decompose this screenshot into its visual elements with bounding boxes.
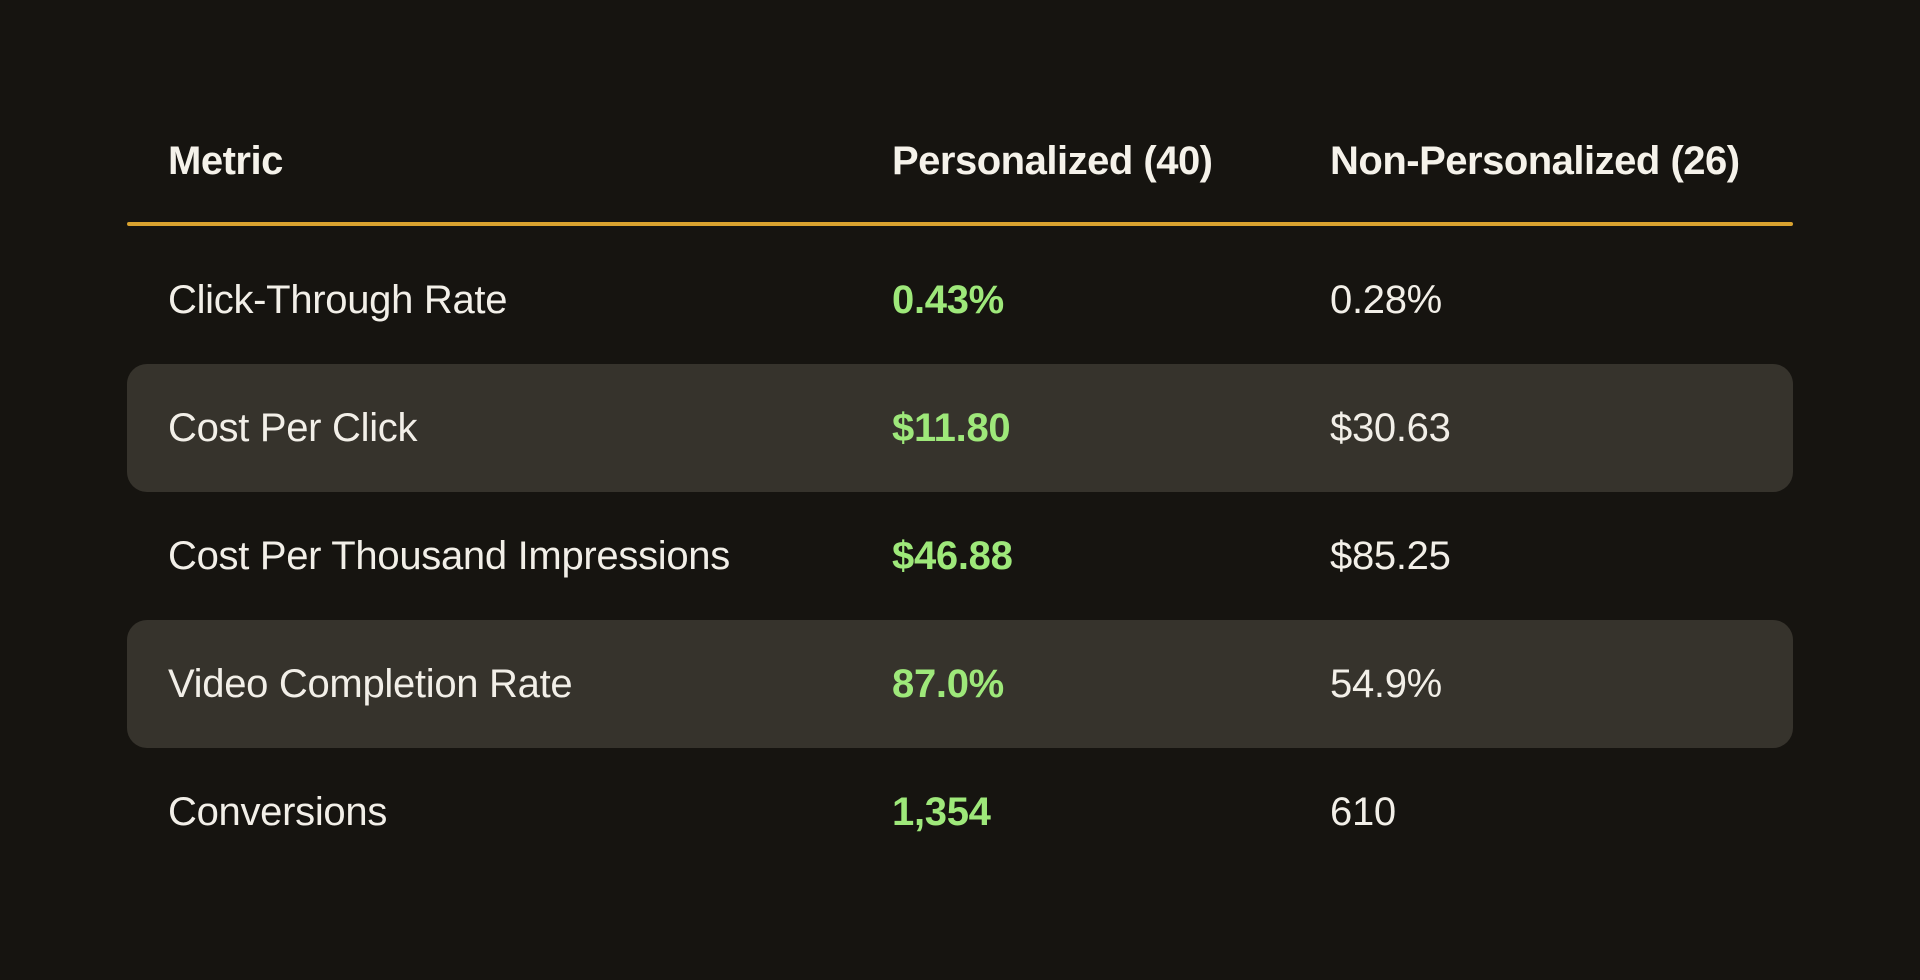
metric-label: Cost Per Click: [168, 405, 418, 450]
metric-label: Cost Per Thousand Impressions: [168, 533, 730, 578]
table-row-click-through-rate: Click-Through Rate 0.43% 0.28%: [127, 236, 1793, 364]
header-divider-rule: [127, 222, 1793, 226]
metrics-comparison-table: Metric Personalized (40) Non-Personalize…: [127, 100, 1793, 876]
table-row-conversions: Conversions 1,354 610: [127, 748, 1793, 876]
non-personalized-value: 54.9%: [1330, 661, 1442, 706]
table-row-cost-per-click: Cost Per Click $11.80 $30.63: [127, 364, 1793, 492]
column-header-metric: Metric: [168, 138, 283, 183]
personalized-value: 0.43%: [892, 277, 1004, 322]
metric-label: Video Completion Rate: [168, 661, 573, 706]
non-personalized-value: 0.28%: [1330, 277, 1442, 322]
personalized-value: 1,354: [892, 789, 991, 834]
personalized-value: $46.88: [892, 533, 1013, 578]
personalized-value: 87.0%: [892, 661, 1004, 706]
non-personalized-value: $85.25: [1330, 533, 1451, 578]
table-row-video-completion-rate: Video Completion Rate 87.0% 54.9%: [127, 620, 1793, 748]
column-header-non-personalized: Non-Personalized (26): [1330, 138, 1740, 183]
table-header-row: Metric Personalized (40) Non-Personalize…: [127, 100, 1793, 222]
metric-label: Conversions: [168, 789, 388, 834]
personalized-value: $11.80: [892, 405, 1011, 450]
non-personalized-value: $30.63: [1330, 405, 1451, 450]
metric-label: Click-Through Rate: [168, 277, 508, 322]
column-header-personalized: Personalized (40): [892, 138, 1213, 183]
non-personalized-value: 610: [1330, 789, 1396, 834]
table-row-cost-per-thousand-impressions: Cost Per Thousand Impressions $46.88 $85…: [127, 492, 1793, 620]
